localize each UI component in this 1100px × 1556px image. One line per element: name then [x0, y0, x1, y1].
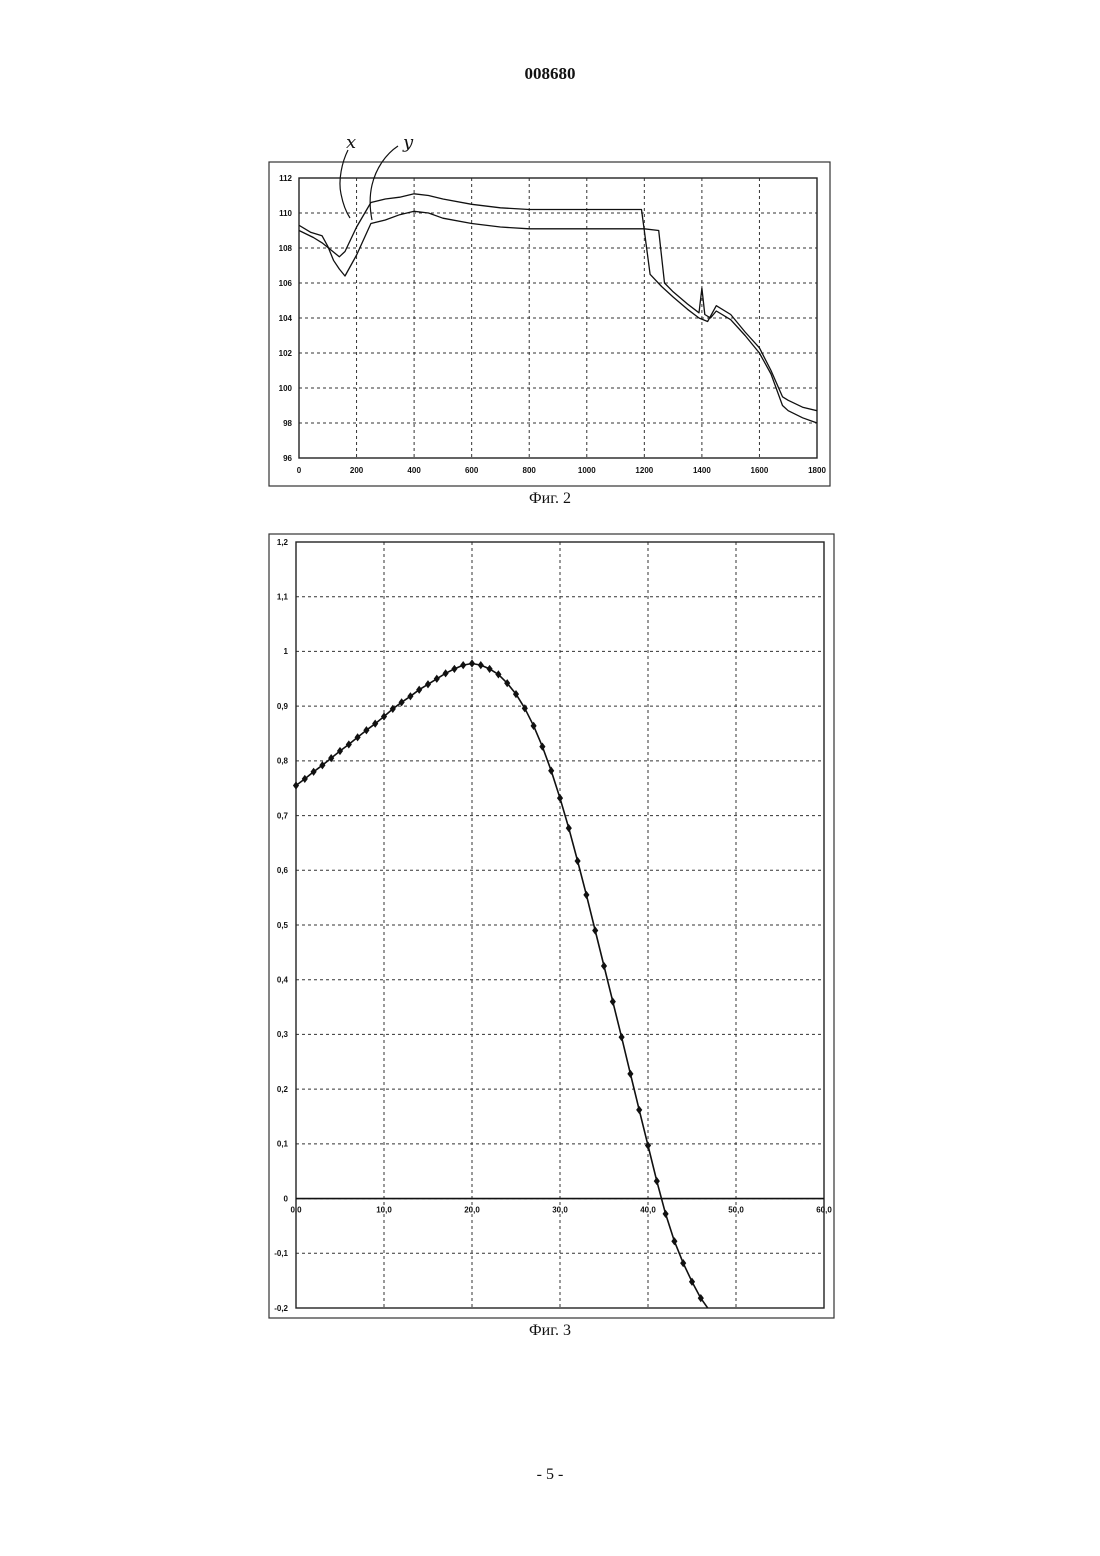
y-tick-label: 0,8 — [277, 757, 289, 766]
x-tick-label: 50,0 — [728, 1206, 744, 1215]
data-point-marker — [610, 998, 615, 1005]
data-point-marker — [443, 670, 448, 677]
data-point-marker — [557, 794, 562, 801]
data-point-marker — [487, 665, 492, 672]
x-tick-label: 60,0 — [816, 1206, 832, 1215]
x-tick-label: 0,0 — [290, 1206, 302, 1215]
page-number: - 5 - — [0, 1466, 1100, 1484]
data-point-marker — [654, 1177, 659, 1184]
x-tick-label: 1200 — [635, 466, 653, 475]
y-tick-label: 0,5 — [277, 921, 289, 930]
y-tick-label: 112 — [279, 174, 292, 183]
x-tick-label: 200 — [350, 466, 364, 475]
data-point-marker — [663, 1210, 668, 1217]
chart-series-lines — [299, 194, 817, 423]
data-point-marker — [478, 662, 483, 669]
annotation-leader-y — [370, 146, 398, 220]
y-tick-label: 0,3 — [277, 1030, 289, 1039]
series-line-y — [299, 211, 817, 423]
x-tick-label: 10,0 — [376, 1206, 392, 1215]
data-point-marker — [566, 825, 571, 832]
x-tick-label: 20,0 — [464, 1206, 480, 1215]
annotation-leader-x — [340, 150, 350, 218]
x-tick-label: 1000 — [578, 466, 596, 475]
chart-gridlines — [299, 178, 817, 458]
data-point-marker — [452, 665, 457, 672]
x-tick-label: 30,0 — [552, 1206, 568, 1215]
figure-3-chart: 0,0 10,0 20,0 30,0 40,0 50,0 60,0 -0,2 -0,1 0 0,1 0… — [268, 532, 836, 1322]
x-tick-label: 1800 — [808, 466, 826, 475]
figure-3-caption: Фиг. 3 — [0, 1322, 1100, 1340]
chart-annotations: xy — [340, 132, 414, 220]
data-point-marker — [628, 1070, 633, 1077]
figure-2-caption: Фиг. 2 — [0, 490, 1100, 508]
data-point-marker — [469, 660, 474, 667]
data-point-marker — [593, 927, 598, 934]
data-point-marker — [434, 675, 439, 682]
y-tick-label: 110 — [279, 209, 292, 218]
data-point-marker — [549, 767, 554, 774]
y-tick-label: 96 — [283, 454, 292, 463]
y-tick-label: 108 — [279, 244, 293, 253]
data-point-marker — [417, 686, 422, 693]
series-line-x — [299, 194, 817, 411]
figure-2-chart: 0 200 400 600 800 1000 1200 1400 1600 1800 96 98 100… — [268, 130, 834, 488]
y-tick-label: 0,9 — [277, 702, 289, 711]
x-tick-label: 0 — [297, 466, 302, 475]
y-tick-label: 0,7 — [277, 811, 289, 820]
annotation-label-x: x — [346, 132, 356, 153]
x-tick-label: 600 — [465, 466, 479, 475]
chart-outer-border — [269, 162, 830, 486]
document-number: 008680 — [0, 64, 1100, 84]
y-tick-label: 106 — [279, 279, 293, 288]
x-tick-label: 1600 — [751, 466, 769, 475]
data-point-marker — [601, 962, 606, 969]
y-tick-label: -0,1 — [274, 1249, 288, 1258]
y-tick-label: 98 — [283, 419, 292, 428]
y-tick-label: 0,4 — [277, 976, 289, 985]
y-tick-label: 0,6 — [277, 866, 289, 875]
y-tick-label: 100 — [279, 384, 293, 393]
data-point-marker — [425, 681, 430, 688]
data-point-marker — [619, 1034, 624, 1041]
y-tick-label: 104 — [279, 314, 293, 323]
data-point-marker — [575, 857, 580, 864]
y-tick-label: -0,2 — [274, 1304, 288, 1313]
data-point-marker — [645, 1142, 650, 1149]
data-point-marker — [461, 662, 466, 669]
x-tick-label: 40,0 — [640, 1206, 656, 1215]
y-tick-label: 1,2 — [277, 538, 289, 547]
y-tick-label: 0 — [284, 1194, 289, 1203]
y-tick-label: 1 — [284, 647, 289, 656]
data-point-marker — [293, 782, 298, 789]
data-point-marker — [637, 1106, 642, 1113]
chart-outer-border — [269, 534, 834, 1318]
x-tick-label: 800 — [523, 466, 537, 475]
data-point-marker — [399, 699, 404, 706]
data-point-marker — [584, 891, 589, 898]
y-tick-label: 0,1 — [277, 1140, 289, 1149]
y-tick-label: 0,2 — [277, 1085, 289, 1094]
x-tick-label: 400 — [407, 466, 421, 475]
chart-gridlines — [296, 542, 824, 1308]
data-point-marker — [408, 693, 413, 700]
annotation-label-y: y — [402, 132, 414, 153]
y-tick-label: 102 — [279, 349, 293, 358]
y-tick-label: 1,1 — [277, 593, 289, 602]
x-tick-label: 1400 — [693, 466, 711, 475]
